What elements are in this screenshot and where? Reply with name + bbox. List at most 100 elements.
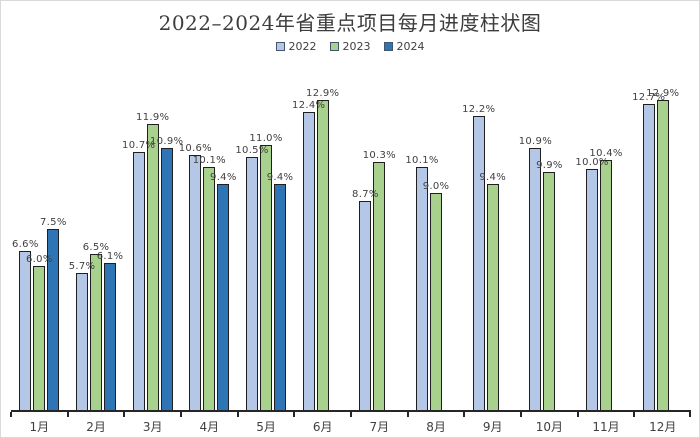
bar-value-label: 10.1% (192, 155, 226, 166)
bar-value-label: 11.0% (249, 133, 283, 144)
bar-value-label: 10.0% (575, 157, 609, 168)
bar-slot: 6.6% (12, 61, 38, 410)
bar-value-label: 7.5% (40, 217, 67, 228)
bar-group-3月: 10.7% 11.9% 10.9% (122, 61, 183, 410)
bar-slot: 9.9% (536, 61, 562, 410)
bar-2022-12月: 12.7% (632, 92, 665, 410)
axis-tick (123, 412, 126, 417)
bar-2022-9月: 12.2% (462, 104, 495, 410)
bar-group-1月: 6.6% 6.0% 7.5% (11, 61, 68, 410)
axis-tick (689, 412, 691, 417)
bar-slot: 9.4% (479, 61, 506, 410)
bar-value-label: 10.1% (405, 155, 439, 166)
x-axis-label-6月: 6月 (293, 412, 351, 438)
bar-group-10月: 10.9% 9.9% (519, 61, 578, 410)
bar-slot (386, 61, 400, 410)
axis-tick (10, 412, 12, 417)
x-axis-label-10月: 10月 (520, 412, 578, 438)
axis-tick (236, 412, 239, 417)
bar-2022-10月: 10.9% (519, 136, 552, 410)
bar-slot: 10.3% (363, 61, 396, 410)
legend-item-2023: 2023 (329, 40, 371, 53)
bar-slot: 10.9% (150, 61, 183, 410)
bar-value-label: 11.9% (136, 112, 170, 123)
bar-2022-2月: 5.7% (69, 261, 95, 410)
bar-group-7月: 8.7% 10.3% (351, 61, 408, 410)
bar-2022-11月: 10.0% (575, 157, 608, 410)
bar-value-label: 9.9% (536, 160, 563, 171)
bar-slot: 12.9% (646, 61, 679, 410)
bar-2023-6月: 12.9% (306, 88, 339, 410)
bar-value-label: 12.7% (632, 92, 666, 103)
bar-value-label: 12.9% (646, 88, 680, 99)
bar-value-label: 10.3% (362, 150, 396, 161)
bar-group-2月: 5.7% 6.5% 6.1% (68, 61, 125, 410)
axis-tick (406, 412, 409, 417)
bar-group-11月: 10.0% 10.4% (575, 61, 635, 410)
bar-slot: 10.9% (519, 61, 552, 410)
bar-value-label: 10.4% (589, 148, 623, 159)
bar-2022-8月: 10.1% (405, 155, 438, 410)
bar-group-4月: 10.6% 10.1% 9.4% (178, 61, 238, 410)
bar-2022-3月: 10.7% (122, 140, 155, 410)
bar-slot (443, 61, 457, 410)
legend-label: 2024 (396, 40, 425, 53)
bar-2023-10月: 9.9% (536, 160, 562, 410)
bar-slot: 10.4% (589, 61, 622, 410)
bar-group-5月: 10.5% 11.0% 9.4% (235, 61, 295, 410)
bar-slot: 9.0% (423, 61, 449, 410)
bar-slot: 6.1% (97, 61, 123, 410)
bar-slot: 12.7% (632, 61, 665, 410)
x-axis: 1月 2月 3月 4月 5月 6月 7月 8月 9月 10月 11月 12月 (10, 412, 691, 438)
bar-2022-1月: 6.6% (12, 239, 38, 410)
bar-slot: 7.5% (40, 61, 66, 410)
bar-slot (500, 61, 514, 410)
x-axis-label-1月: 1月 (10, 412, 68, 438)
bar-slot: 9.4% (210, 61, 236, 410)
bar-value-label: 12.4% (292, 100, 326, 111)
bar-value-label: 6.0% (26, 254, 53, 265)
axis-tick (293, 412, 296, 417)
legend-item-2022: 2022 (275, 40, 317, 53)
bar-value-label: 12.2% (462, 104, 496, 115)
chart-title: 2022–2024年省重点项目每月进度柱状图 (158, 11, 542, 35)
legend-swatch-2024 (383, 42, 393, 51)
bar-slot: 6.5% (83, 61, 109, 410)
bar-slot: 11.9% (136, 61, 169, 410)
x-axis-label-4月: 4月 (180, 412, 238, 438)
bar-group-9月: 12.2% 9.4% (462, 61, 521, 410)
bar-2023-3月: 11.9% (136, 112, 169, 410)
bar-2023-8月: 9.0% (423, 181, 449, 410)
x-axis-label-5月: 5月 (236, 412, 295, 438)
axis-tick (520, 412, 523, 417)
legend-swatch-2022 (275, 42, 285, 51)
bar-slot: 9.4% (267, 61, 293, 410)
bar-value-label: 10.9% (150, 136, 184, 147)
bar-slot (613, 61, 627, 410)
bar-slot: 10.1% (405, 61, 438, 410)
axis-tick (66, 412, 69, 417)
legend-label: 2022 (288, 40, 317, 53)
bar-slot: 12.4% (292, 61, 325, 410)
bar-slot (330, 61, 344, 410)
bar-value-label: 10.6% (178, 143, 212, 154)
bar-2024-5月: 9.4% (267, 172, 293, 410)
bar-value-label: 9.4% (479, 172, 507, 183)
x-axis-label-12月: 12月 (633, 412, 691, 438)
axis-tick (633, 412, 636, 417)
bar-2023-5月: 11.0% (249, 133, 282, 410)
bar-2022-7月: 8.7% (352, 189, 378, 410)
plot-area: 6.6% 6.0% 7.5% 5.7% 6.5% 6.1% 10.7% 11.9% 10.9% 1… (11, 61, 691, 412)
bar-slot: 5.7% (69, 61, 95, 410)
bar-value-label: 6.5% (82, 242, 110, 253)
bar-value-label: 12.9% (306, 88, 340, 99)
bar-2023-7月: 10.3% (363, 150, 396, 410)
bar-slot: 10.5% (235, 61, 268, 410)
legend: 2022 2023 2024 (1, 40, 699, 53)
bar-2024-2月: 6.1% (97, 251, 123, 410)
bar-2023-2月: 6.5% (83, 242, 109, 410)
legend-label: 2023 (342, 40, 371, 53)
x-axis-label-3月: 3月 (123, 412, 181, 438)
bar-value-label: 10.9% (518, 136, 553, 147)
